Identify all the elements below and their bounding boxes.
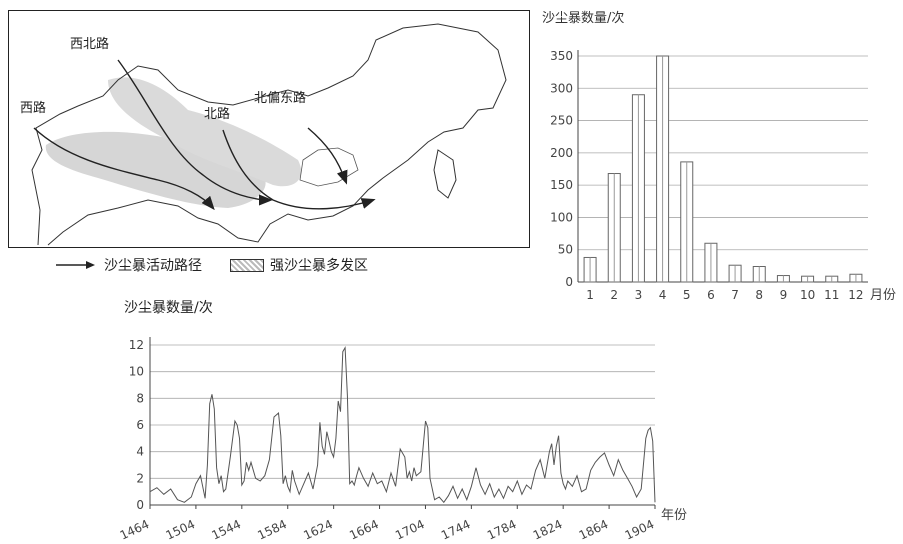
border-outline (31, 23, 507, 246)
x-tick-label: 4 (659, 288, 667, 300)
route-label-north-east: 北偏东路 (254, 90, 306, 106)
y-tick-label: 150 (550, 178, 573, 192)
map-svg: 西北路 西路 北路 北偏东路 (8, 10, 530, 248)
x-tick-label: 1824 (531, 517, 565, 540)
x-tick-label: 11 (824, 288, 839, 300)
y-tick-label: 250 (550, 114, 573, 128)
x-tick-label: 12 (848, 288, 863, 300)
y-tick-label: 100 (550, 210, 573, 224)
route-label-north: 北路 (204, 106, 230, 122)
x-tick-label: 9 (780, 288, 788, 300)
x-axis-unit: 月份 (870, 288, 896, 300)
map-legend: 沙尘暴活动路径 强沙尘暴多发区 (56, 255, 368, 275)
route-north (222, 129, 376, 210)
x-tick-label: 5 (683, 288, 691, 300)
route-west (33, 127, 215, 211)
x-tick-label: 1 (586, 288, 594, 300)
monthly-dust-chart: 沙尘暴数量/次 0 50 100 150 200 250 300 350 1 2 3 4 5 6 7 8 9 10 1… (530, 0, 903, 303)
y-tick-label: 6 (136, 418, 144, 432)
legend-route-label: 沙尘暴活动路径 (104, 258, 202, 274)
y-tick-label: 50 (558, 243, 573, 257)
x-tick-label: 1544 (209, 517, 243, 540)
x-tick-label: 6 (707, 288, 715, 300)
x-tick-label: 1704 (393, 517, 427, 540)
y-tick-label: 8 (136, 391, 144, 405)
y-tick-label: 4 (136, 445, 144, 459)
y-tick-label: 0 (565, 275, 573, 289)
route-label-northwest: 西北路 (70, 36, 109, 52)
y-axis-title: 沙尘暴数量/次 (124, 300, 213, 316)
korea-outline (433, 149, 457, 199)
y-tick-label: 10 (129, 365, 144, 379)
dust-area-north (108, 77, 302, 187)
map-frame (8, 10, 530, 248)
x-tick-label: 1584 (255, 517, 289, 540)
x-tick-label: 1904 (623, 517, 657, 540)
x-tick-label: 1624 (301, 517, 335, 540)
route-north-east (307, 127, 348, 185)
series-line (149, 345, 656, 504)
x-tick-label: 3 (635, 288, 643, 300)
x-tick-label: 1784 (485, 517, 519, 540)
x-tick-label: 1504 (164, 517, 198, 540)
y-tick-label: 350 (550, 49, 573, 63)
x-tick-label: 2 (610, 288, 618, 300)
hatched-swatch-icon (230, 258, 264, 272)
x-tick-label: 1464 (118, 517, 152, 540)
y-tick-label: 12 (129, 338, 144, 352)
x-tick-label: 8 (755, 288, 763, 300)
dust-route-map: 西北路 西路 北路 北偏东路 (8, 10, 530, 248)
y-tick-label: 2 (136, 471, 144, 485)
x-tick-label: 1664 (347, 517, 381, 540)
yearly-chart-svg: 沙尘暴数量/次 0 2 4 6 8 10 12 1464 1504 1544 1584 1624 1664… (118, 300, 687, 543)
y-axis-title: 沙尘暴数量/次 (542, 10, 624, 26)
inner-border (299, 147, 359, 187)
y-tick-label: 0 (136, 498, 144, 512)
arrow-icon (56, 261, 95, 269)
route-northwest (117, 59, 273, 206)
x-tick-label: 1744 (439, 517, 473, 540)
legend-area-label: 强沙尘暴多发区 (270, 258, 368, 274)
x-tick-label: 7 (731, 288, 739, 300)
route-label-west: 西路 (20, 100, 46, 116)
y-tick-label: 200 (550, 146, 573, 160)
x-axis-unit: 年份 (661, 508, 687, 523)
x-tick-label: 1864 (577, 517, 611, 540)
y-tick-label: 300 (550, 81, 573, 95)
x-tick-label: 10 (800, 288, 815, 300)
yearly-dust-chart: 沙尘暴数量/次 0 2 4 6 8 10 12 1464 1504 1544 1584 1624 1664… (100, 290, 800, 543)
